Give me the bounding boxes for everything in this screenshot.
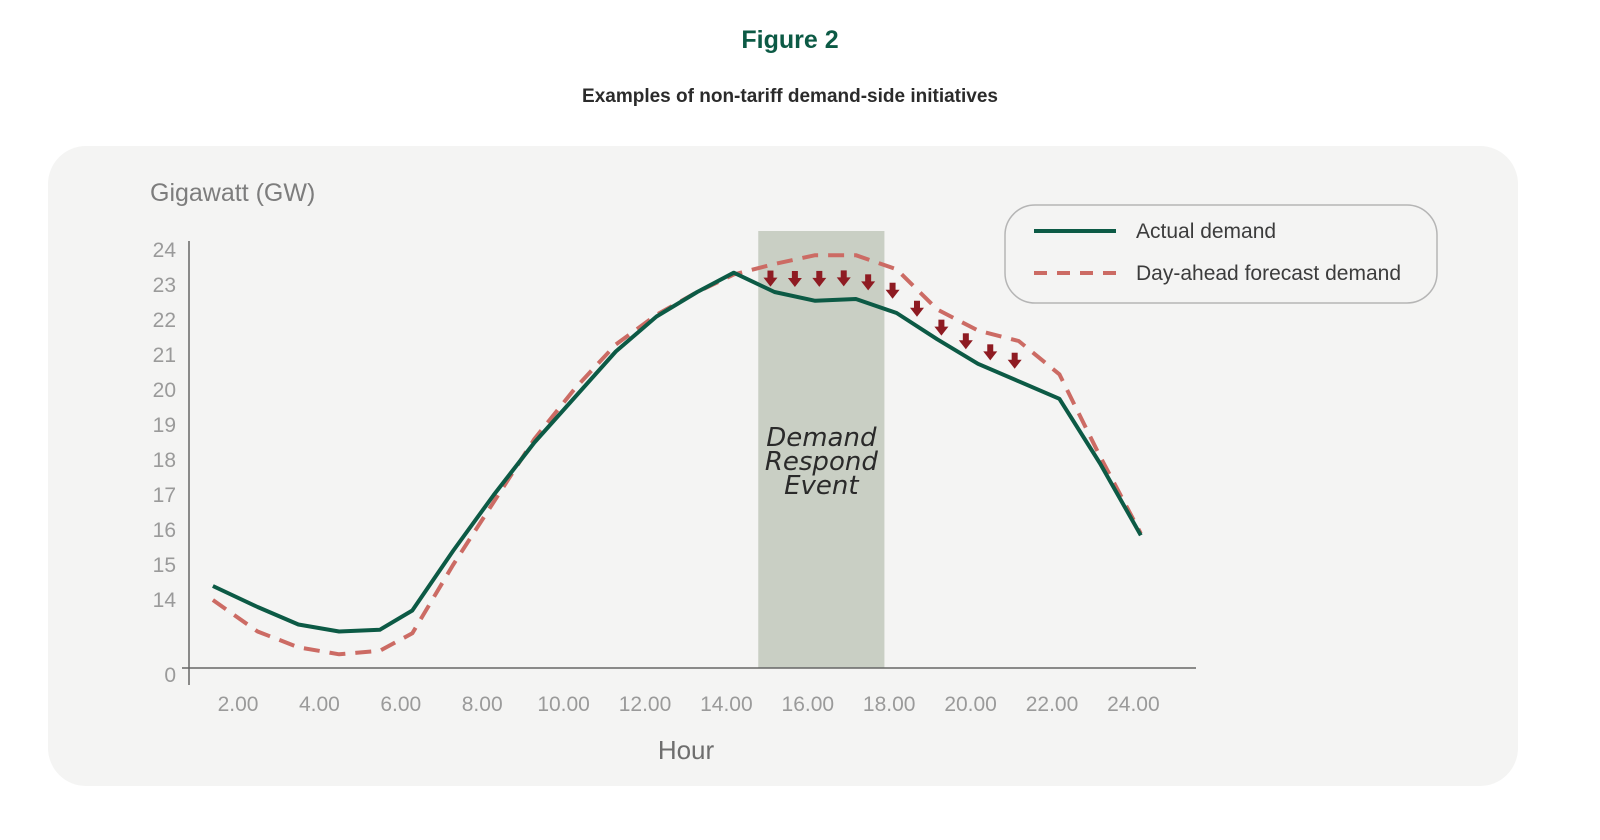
down-arrow-stem: [816, 270, 823, 279]
x-tick-label: 14.00: [700, 693, 753, 716]
down-arrow-head: [861, 281, 876, 291]
y-tick-label: 21: [153, 344, 176, 367]
x-tick-label: 24.00: [1107, 693, 1160, 716]
x-tick-label: 8.00: [462, 693, 503, 716]
down-arrow-head: [812, 277, 827, 287]
down-arrow-stem: [1011, 352, 1018, 361]
x-tick-label: 18.00: [863, 693, 916, 716]
legend-box: [1004, 204, 1438, 304]
y-axis-label: Gigawatt (GW): [150, 179, 315, 207]
down-arrow: [885, 282, 900, 299]
y-tick-labels: 0 14 15 16 17 18 19 20 21 22 23 24: [153, 239, 177, 687]
down-arrow-stem: [913, 300, 920, 309]
x-axis-label: Hour: [658, 735, 715, 765]
y-tick-label: 16: [153, 519, 176, 542]
legend-actual-label: Actual demand: [1136, 220, 1276, 243]
x-tick-label: 2.00: [218, 693, 259, 716]
down-arrow-head: [885, 289, 900, 299]
legend: Actual demand Day-ahead forecast demand: [1004, 204, 1438, 304]
down-arrow: [763, 270, 778, 287]
down-arrow-stem: [865, 274, 872, 283]
y-tick-label: 15: [153, 554, 176, 577]
down-arrow-stem: [767, 270, 774, 279]
down-arrow: [958, 333, 973, 350]
reduction-arrows: [763, 270, 1022, 369]
down-arrow-stem: [840, 270, 847, 279]
down-arrow-head: [958, 340, 973, 350]
down-arrow: [861, 274, 876, 291]
band-label-line: Demand: [766, 423, 877, 453]
y-tick-label: 19: [153, 414, 176, 437]
legend-forecast-label: Day-ahead forecast demand: [1136, 262, 1401, 285]
down-arrow: [836, 270, 851, 287]
down-arrow: [1007, 352, 1022, 369]
down-arrow: [934, 319, 949, 336]
down-arrow-stem: [987, 344, 994, 353]
down-arrow-stem: [889, 282, 896, 291]
figure-caption: Examples of non-tariff demand-side initi…: [582, 86, 998, 107]
x-tick-label: 12.00: [619, 693, 672, 716]
band-label-line: Event: [784, 471, 859, 501]
actual-demand-line: [212, 270, 1143, 634]
down-arrow-head: [836, 277, 851, 287]
demand-response-band: [758, 231, 885, 668]
y-tick-label: 17: [153, 484, 176, 507]
x-tick-label: 4.00: [299, 693, 340, 716]
down-arrow-head: [934, 326, 949, 336]
y-tick-label: 0: [164, 664, 176, 687]
down-arrow-head: [983, 351, 998, 361]
down-arrow-head: [787, 278, 802, 287]
down-arrow-head: [1007, 359, 1022, 369]
x-tick-label: 20.00: [944, 693, 997, 716]
down-arrow-head: [909, 307, 924, 317]
down-arrow-stem: [962, 333, 969, 342]
band-label-line: Respond: [765, 447, 878, 477]
y-tick-label: 24: [153, 239, 177, 262]
down-arrow: [787, 271, 802, 287]
down-arrow-head: [763, 277, 778, 287]
series-lines: [211, 253, 1143, 657]
x-tick-label: 10.00: [537, 693, 590, 716]
down-arrow: [812, 270, 827, 287]
x-tick-label: 22.00: [1026, 693, 1079, 716]
forecast-demand-line: [211, 253, 1143, 657]
x-tick-label: 6.00: [380, 693, 421, 716]
figure-label: Figure 2: [741, 26, 839, 54]
down-arrow: [909, 300, 924, 317]
y-tick-label: 22: [153, 309, 176, 332]
down-arrow: [983, 344, 998, 361]
y-tick-label: 23: [153, 274, 176, 297]
down-arrow-stem: [791, 271, 798, 279]
down-arrow-stem: [938, 319, 945, 328]
x-tick-label: 16.00: [782, 693, 835, 716]
x-tick-labels: 2.00 4.00 6.00 8.00 10.00 12.00 14.00 16.00 18.0…: [218, 693, 1160, 716]
y-tick-label: 14: [153, 589, 177, 612]
y-tick-label: 18: [153, 449, 176, 472]
y-tick-label: 20: [153, 379, 176, 402]
